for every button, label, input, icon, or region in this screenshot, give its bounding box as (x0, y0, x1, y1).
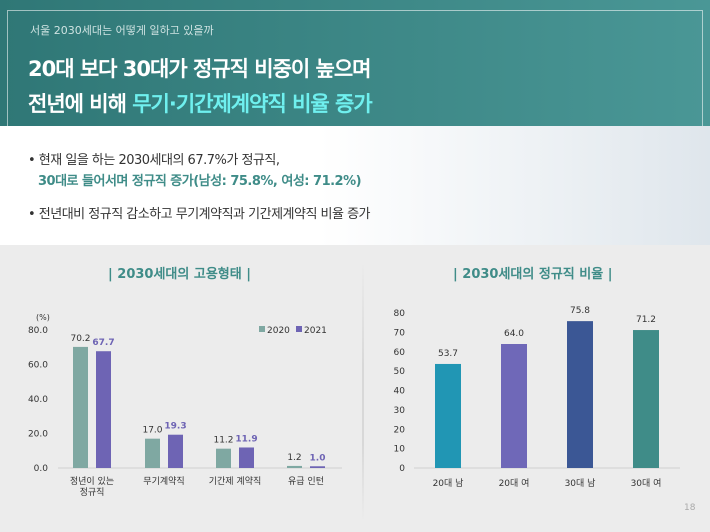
y-tick-label: 20.0 (28, 430, 48, 440)
data-label: 71.2 (636, 315, 656, 325)
bar-2020 (73, 346, 88, 468)
y-tick-label: 40.0 (28, 395, 48, 405)
title-line-2: 전년에 비해 무기·기간제계약직 비율 증가 (28, 88, 373, 118)
page-number: 18 (684, 503, 696, 513)
category-label: 기간제 계약직 (209, 475, 262, 487)
data-label: 75.8 (570, 306, 590, 316)
bar-2021 (96, 351, 111, 468)
y-tick-label: 10 (394, 445, 406, 455)
y-tick-label: 80 (394, 309, 406, 319)
category-label: 20대 여 (499, 477, 530, 489)
y-tick-label: 50 (394, 367, 406, 377)
bar-2020 (216, 448, 231, 468)
y-tick-label: 80.0 (28, 326, 48, 336)
category-label: 30대 남 (565, 478, 596, 489)
data-label: 53.7 (438, 349, 458, 359)
subtitle: 서울 2030세대는 어떻게 일하고 있을까 (30, 24, 214, 37)
data-label: 11.2 (213, 436, 233, 446)
data-label: 11.9 (235, 434, 257, 444)
data-label: 1.0 (310, 453, 326, 463)
legend-label: 2021 (304, 326, 327, 336)
bar-2021 (168, 434, 183, 468)
category-label: 정규직 (80, 487, 105, 498)
data-label: 1.2 (287, 453, 301, 463)
bullet-1: • 현재 일을 하는 2030세대의 67.7%가 정규직, (28, 153, 280, 168)
data-label: 67.7 (92, 338, 114, 348)
data-label: 64.0 (504, 329, 524, 339)
bar-2020 (287, 465, 302, 468)
bar-2021 (239, 447, 254, 468)
y-tick-label: 30 (394, 406, 406, 416)
chart-2-title: | 2030세대의 정규직 비율 | (453, 267, 613, 282)
y-tick-label: 20 (394, 425, 406, 435)
chart-1-title: | 2030세대의 고용형태 | (108, 267, 251, 282)
bar-2020 (145, 438, 160, 468)
category-label: 정년이 있는 (70, 475, 114, 487)
y-tick-label: 0 (399, 464, 405, 474)
y-tick-label: 60.0 (28, 361, 48, 371)
legend-label: 2020 (267, 326, 290, 336)
bar (435, 363, 461, 468)
title-highlight: 무기·기간제계약직 비율 증가 (132, 92, 372, 116)
bullet-1-highlight: 30대로 들어서며 정규직 증가(남성: 75.8%, 여성: 71.2%) (38, 174, 362, 189)
y-tick-label: 40 (394, 387, 406, 397)
legend-swatch (296, 326, 302, 332)
bar (567, 321, 593, 468)
data-label: 19.3 (164, 422, 186, 432)
legend-swatch (259, 326, 265, 332)
category-label: 20대 남 (433, 478, 464, 489)
header-frame (7, 10, 703, 140)
data-label: 17.0 (142, 426, 162, 436)
y-tick-label: 0.0 (34, 464, 49, 474)
category-label: 유급 인턴 (288, 476, 324, 487)
title-prefix: 전년에 비해 (28, 92, 133, 116)
y-tick-label: 70 (394, 328, 406, 338)
bullet-2: • 전년대비 정규직 감소하고 무기계약직과 기간제계약직 비율 증가 (28, 207, 371, 222)
panel-divider (362, 262, 364, 522)
bar-2021 (310, 466, 325, 468)
summary-section (0, 126, 710, 245)
header-banner (0, 0, 710, 126)
bar (633, 330, 659, 468)
y-axis-unit: (%) (36, 313, 50, 322)
bar (501, 344, 527, 468)
y-tick-label: 60 (394, 348, 406, 358)
category-label: 무기계약직 (143, 475, 184, 487)
data-label: 70.2 (70, 334, 90, 344)
title-line-1: 20대 보다 30대가 정규직 비중이 높으며 (28, 57, 371, 81)
category-label: 30대 여 (631, 477, 662, 489)
